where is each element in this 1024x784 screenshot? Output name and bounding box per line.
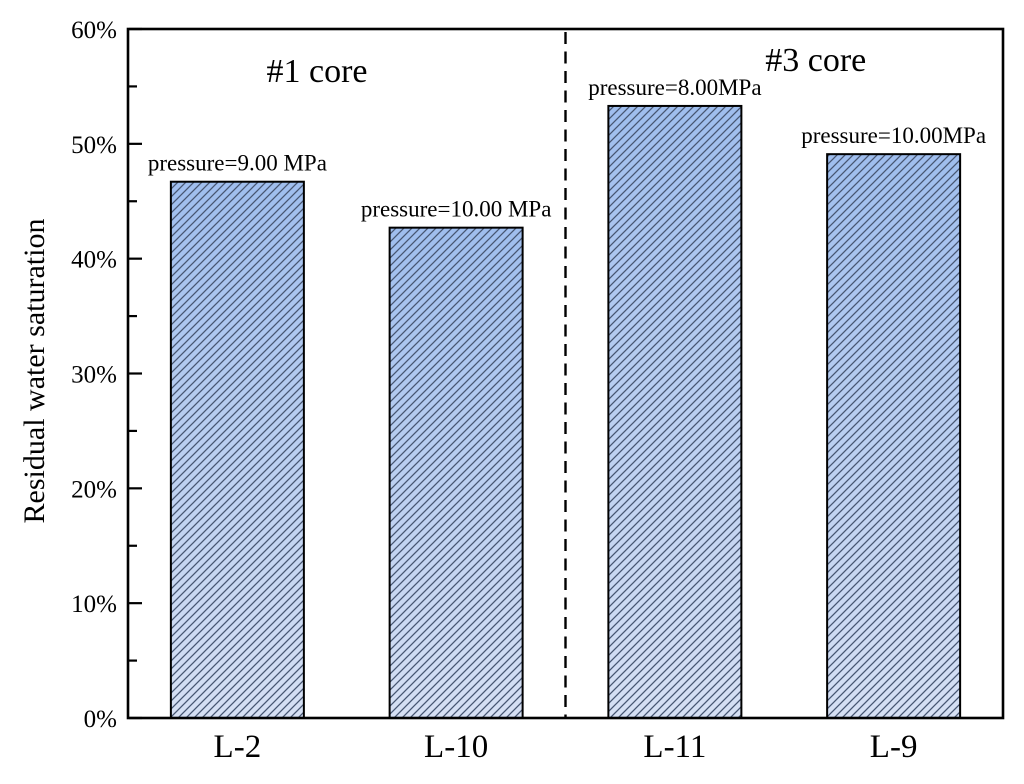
- bar-L-10: [388, 226, 524, 720]
- y-tick-label-20%: 20%: [71, 476, 117, 503]
- y-tick-label-10%: 10%: [71, 591, 117, 618]
- x-axis-label-L-10: L-10: [424, 729, 488, 765]
- bar-L-11: [607, 104, 743, 719]
- y-axis-ticks: [129, 27, 142, 720]
- y-tick-label-0%: 0%: [84, 706, 117, 733]
- plot-border: [126, 27, 1005, 720]
- y-tick-label-30%: 30%: [71, 362, 117, 389]
- group-label-1: #1 core: [266, 53, 367, 90]
- y-tick-label-40%: 40%: [71, 247, 117, 274]
- x-axis-label-L-9: L-9: [870, 729, 918, 765]
- x-axis-label-L-2: L-2: [214, 729, 262, 765]
- y-axis-title: Residual water saturation: [18, 219, 51, 524]
- bar-L-9: [826, 153, 962, 719]
- bar-annotation-L-11: pressure=8.00MPa: [588, 75, 761, 100]
- bar-L-2: [169, 180, 305, 719]
- group-label-2: #3 core: [765, 42, 866, 79]
- y-tick-label-50%: 50%: [71, 132, 117, 159]
- y-tick-label-60%: 60%: [71, 17, 117, 44]
- bar-annotation-L-2: pressure=9.00 MPa: [148, 151, 327, 176]
- bar-annotation-L-10: pressure=10.00 MPa: [361, 197, 552, 222]
- x-axis-label-L-11: L-11: [643, 729, 706, 765]
- bar-annotation-L-9: pressure=10.00MPa: [801, 123, 986, 148]
